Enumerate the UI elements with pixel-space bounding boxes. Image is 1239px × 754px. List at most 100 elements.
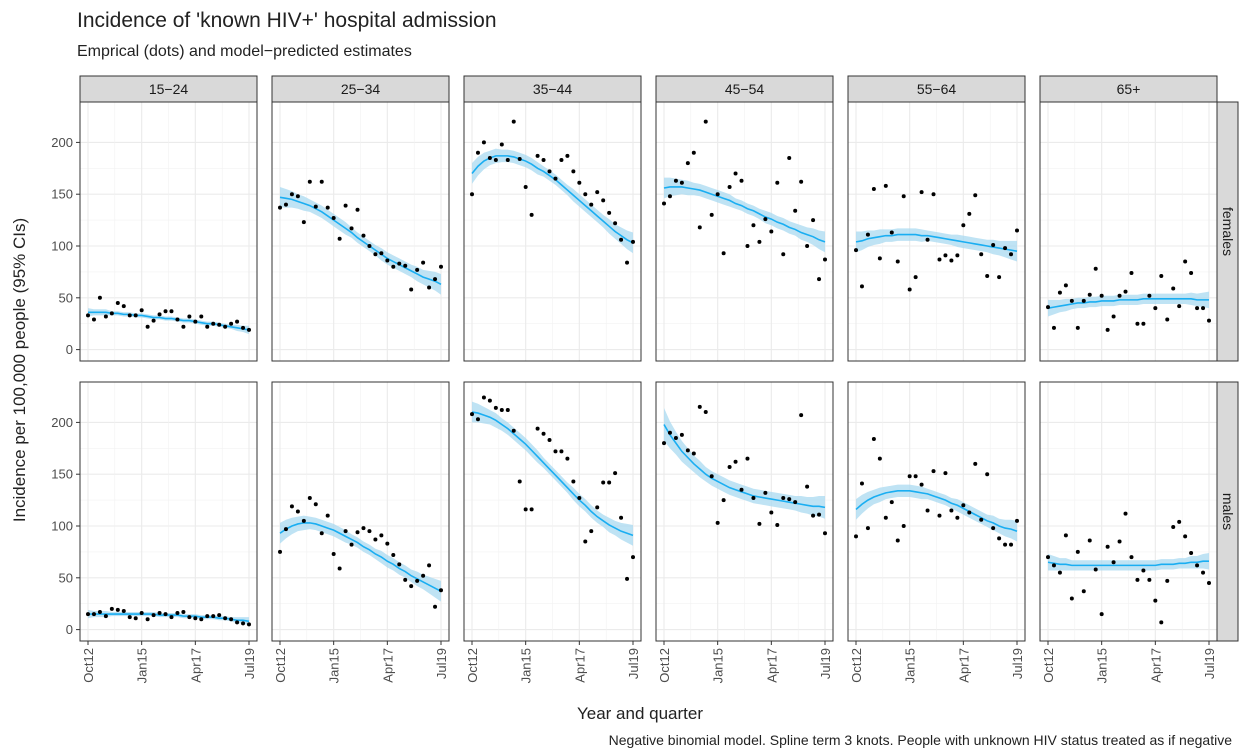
strip-label: 45−54 bbox=[725, 81, 765, 97]
data-point bbox=[823, 257, 827, 262]
data-point bbox=[793, 208, 798, 213]
data-point bbox=[679, 432, 684, 437]
data-point bbox=[121, 608, 126, 613]
strip bbox=[1216, 101, 1239, 362]
data-point bbox=[823, 531, 827, 536]
data-point bbox=[553, 449, 558, 454]
data-point bbox=[763, 217, 768, 222]
data-point bbox=[1135, 321, 1140, 326]
data-point bbox=[115, 607, 120, 612]
data-point bbox=[278, 205, 282, 210]
data-point bbox=[559, 449, 564, 454]
data-point bbox=[685, 448, 690, 453]
data-point bbox=[133, 616, 138, 621]
strip bbox=[847, 75, 1026, 103]
data-point bbox=[349, 542, 354, 547]
data-point bbox=[955, 515, 960, 520]
data-point bbox=[757, 239, 762, 244]
data-point bbox=[1015, 518, 1019, 523]
data-point bbox=[931, 469, 936, 474]
data-point bbox=[1015, 228, 1019, 233]
data-point bbox=[1171, 525, 1176, 530]
data-point bbox=[175, 611, 180, 616]
data-point bbox=[535, 153, 540, 158]
data-point bbox=[481, 140, 486, 145]
data-point bbox=[937, 513, 942, 518]
data-point bbox=[403, 263, 408, 268]
data-point bbox=[535, 426, 540, 431]
data-point bbox=[919, 190, 924, 195]
data-point bbox=[583, 192, 588, 197]
data-point bbox=[871, 436, 876, 441]
data-point bbox=[211, 321, 216, 326]
y-tick-label: 50 bbox=[59, 290, 73, 305]
fit-line bbox=[855, 489, 1018, 532]
data-point bbox=[667, 194, 672, 199]
data-point bbox=[355, 530, 360, 535]
data-point bbox=[1183, 534, 1188, 539]
y-tick-label: 100 bbox=[51, 519, 73, 534]
x-tick-label: Jul19 bbox=[1010, 648, 1025, 679]
data-point bbox=[739, 487, 744, 492]
data-point bbox=[1123, 511, 1128, 516]
x-tick-label: Apr17 bbox=[956, 648, 971, 683]
data-point bbox=[91, 612, 96, 617]
y-axis-label: Incidence per 100,000 people (95% CIs) bbox=[10, 218, 29, 522]
x-tick-label: Jul19 bbox=[434, 648, 449, 679]
data-point bbox=[403, 577, 408, 582]
data-point bbox=[541, 158, 546, 163]
data-point bbox=[470, 412, 474, 417]
data-point bbox=[511, 428, 516, 433]
data-point bbox=[547, 438, 552, 443]
data-point bbox=[769, 510, 774, 515]
data-point bbox=[343, 529, 348, 534]
x-tick-label: Jan15 bbox=[711, 648, 726, 683]
data-point bbox=[931, 192, 936, 197]
fit-line bbox=[855, 233, 1018, 252]
data-point bbox=[199, 314, 204, 319]
data-point bbox=[757, 521, 762, 526]
fit-line bbox=[279, 522, 442, 592]
data-point bbox=[373, 537, 378, 542]
data-point bbox=[703, 119, 708, 124]
data-point bbox=[895, 538, 900, 543]
data-point bbox=[697, 404, 702, 409]
data-point bbox=[787, 155, 792, 160]
data-point bbox=[985, 472, 990, 477]
data-point bbox=[373, 252, 378, 257]
fit-line bbox=[471, 411, 634, 537]
data-point bbox=[193, 319, 198, 324]
data-point bbox=[169, 309, 174, 314]
data-point bbox=[505, 407, 510, 412]
data-point bbox=[955, 253, 960, 258]
data-point bbox=[775, 522, 780, 527]
data-point bbox=[157, 312, 162, 317]
data-point bbox=[427, 285, 432, 290]
data-point bbox=[871, 187, 876, 192]
data-point bbox=[595, 505, 600, 510]
data-point bbox=[571, 479, 576, 484]
data-point bbox=[583, 539, 588, 544]
data-point bbox=[301, 518, 306, 523]
data-point bbox=[301, 220, 306, 225]
data-point bbox=[1123, 289, 1128, 294]
x-tick-label: Oct12 bbox=[273, 648, 288, 683]
data-point bbox=[415, 267, 420, 272]
data-point bbox=[1147, 577, 1152, 582]
data-point bbox=[979, 517, 984, 522]
data-point bbox=[1153, 598, 1158, 603]
data-point bbox=[103, 614, 108, 619]
data-point bbox=[499, 407, 504, 412]
data-point bbox=[163, 309, 168, 314]
data-point bbox=[295, 509, 300, 514]
data-point bbox=[1147, 293, 1152, 298]
data-point bbox=[1081, 298, 1086, 303]
data-point bbox=[877, 456, 882, 461]
data-point bbox=[529, 507, 534, 512]
data-point bbox=[361, 233, 366, 238]
data-point bbox=[943, 253, 948, 258]
data-point bbox=[697, 225, 702, 230]
data-point bbox=[961, 503, 966, 508]
chart-subtitle: Emprical (dots) and model−predicted esti… bbox=[77, 43, 412, 60]
data-point bbox=[379, 533, 384, 538]
